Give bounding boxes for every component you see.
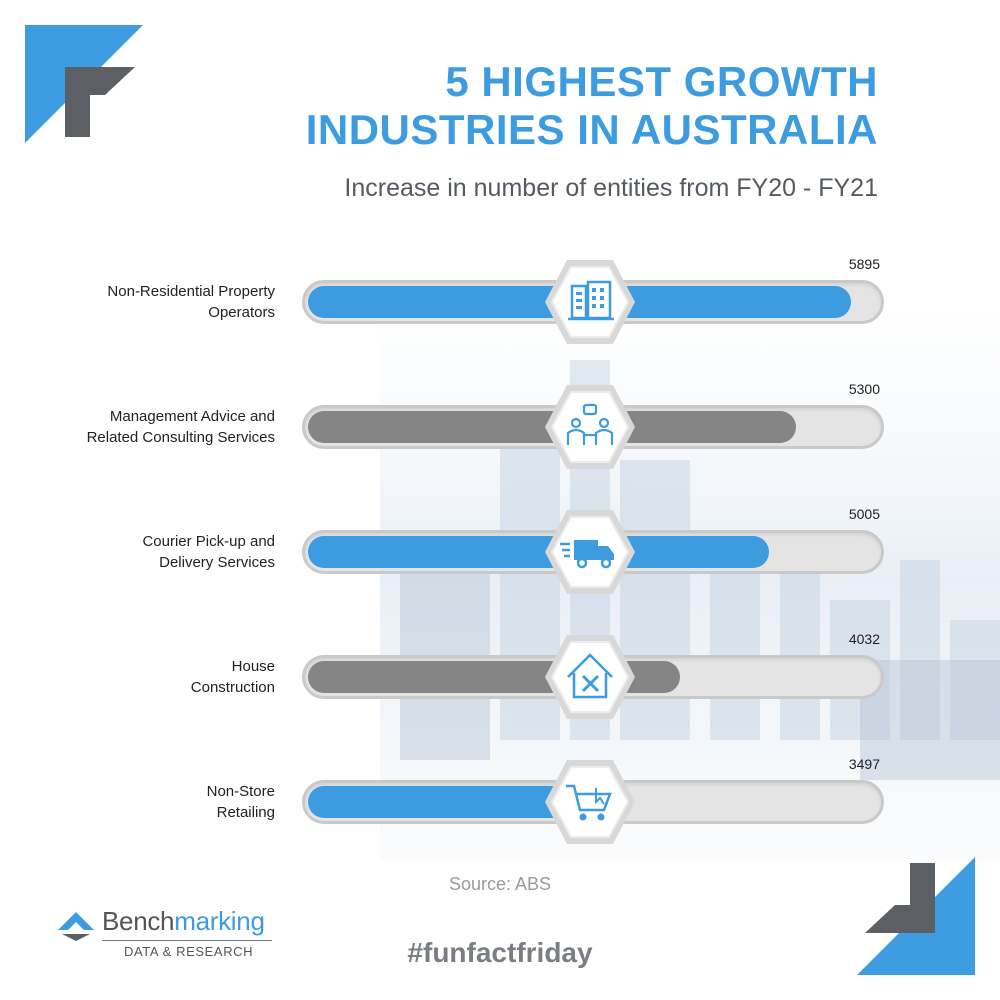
category-label: Management Advice and Related Consulting… — [86, 408, 275, 446]
delivery-truck-icon — [545, 510, 635, 594]
shopping-cart-icon — [545, 760, 635, 844]
chart-subtitle: Increase in number of entities from FY20… — [344, 174, 878, 202]
category-label: Courier Pick-up and Delivery Services — [142, 533, 275, 571]
title-line-1: 5 HIGHEST GROWTH — [445, 58, 878, 105]
category-label: Non-Residential Property Operators — [107, 283, 275, 321]
city-skyline-background — [380, 300, 1000, 860]
value-label: 5895 — [848, 256, 880, 272]
icon-badge — [544, 256, 636, 348]
logo-mark-icon — [58, 912, 94, 941]
title-line-2: INDUSTRIES IN AUSTRALIA — [305, 106, 878, 153]
corner-decoration-bottom-right — [857, 857, 975, 975]
icon-badge — [544, 381, 636, 473]
category-label: Non-Store Retailing — [206, 783, 275, 821]
icon-badge — [544, 756, 636, 848]
office-building-icon — [545, 260, 635, 344]
consulting-people-icon — [545, 385, 635, 469]
page-title: 5 HIGHEST GROWTH INDUSTRIES IN AUSTRALIA — [306, 58, 878, 154]
hashtag: #funfactfriday — [407, 937, 593, 968]
value-label: 5300 — [848, 381, 880, 397]
value-label: 5005 — [848, 506, 880, 522]
logo-name: Benchmarking — [102, 906, 265, 937]
house-construction-icon — [545, 635, 635, 719]
source-note: Source: ABS — [448, 874, 552, 894]
category-label: House Construction — [190, 658, 275, 696]
bar — [308, 536, 769, 568]
icon-badge — [544, 506, 636, 598]
logo-name-part2: marking — [174, 906, 265, 936]
logo-divider — [102, 940, 272, 941]
value-label: 4032 — [848, 631, 880, 647]
corner-decoration-top-left — [25, 25, 143, 143]
logo-subtitle: DATA & RESEARCH — [124, 944, 254, 959]
value-label: 3497 — [848, 756, 880, 772]
icon-badge — [544, 631, 636, 723]
logo-name-part1: Bench — [102, 906, 175, 936]
